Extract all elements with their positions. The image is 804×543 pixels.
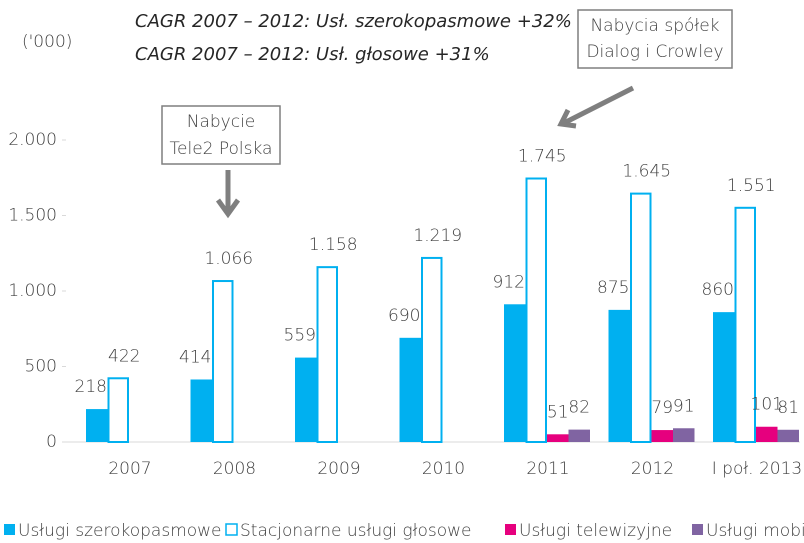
value-label: 1.158 bbox=[309, 235, 358, 255]
x-tick-label: I poł. 2013 bbox=[712, 459, 803, 479]
value-label: 860 bbox=[702, 280, 734, 300]
x-tick-label: 2007 bbox=[108, 459, 151, 479]
legend-label: Usługi telewizyjne bbox=[519, 521, 672, 541]
value-label: 81 bbox=[777, 398, 799, 418]
y-tick-label: 1.000 bbox=[8, 281, 57, 301]
value-label: 51 bbox=[547, 402, 569, 422]
annotation: CAGR 2007 – 2012: Usł. szerokopasmowe +3… bbox=[135, 11, 572, 32]
x-tick-label: 2011 bbox=[526, 459, 569, 479]
bar bbox=[608, 309, 630, 442]
value-label: 1.219 bbox=[413, 226, 462, 246]
bar bbox=[713, 312, 735, 442]
bar bbox=[734, 206, 756, 443]
y-tick-label: 1.500 bbox=[8, 206, 57, 226]
callout-text: Dialog i Crowley bbox=[586, 42, 723, 62]
value-label: 1.745 bbox=[518, 147, 567, 167]
callout-text: Tele2 Polska bbox=[170, 139, 273, 159]
value-label: 91 bbox=[673, 396, 695, 416]
legend-label: Usługi mobil bbox=[706, 521, 804, 541]
x-tick-label: 2012 bbox=[631, 459, 674, 479]
bar bbox=[777, 429, 799, 442]
x-tick-label: 2008 bbox=[213, 459, 256, 479]
bar bbox=[630, 192, 652, 443]
bar bbox=[756, 426, 778, 442]
bar bbox=[568, 429, 590, 442]
bar bbox=[504, 304, 526, 442]
callout-text: Nabycia spółek bbox=[590, 16, 719, 36]
legend-swatch bbox=[505, 524, 516, 535]
value-label: 1.066 bbox=[204, 249, 253, 269]
bar bbox=[525, 177, 547, 443]
legend-swatch bbox=[225, 523, 238, 536]
x-tick-label: 2010 bbox=[422, 459, 465, 479]
callout-box bbox=[577, 9, 733, 69]
value-label: 422 bbox=[108, 346, 140, 366]
value-label: 79 bbox=[651, 398, 673, 418]
bar bbox=[190, 379, 212, 442]
bar bbox=[86, 409, 108, 442]
bar bbox=[421, 256, 443, 443]
y-tick-label: 500 bbox=[25, 357, 57, 377]
value-label: 218 bbox=[75, 377, 107, 397]
legend-swatch bbox=[692, 524, 703, 535]
value-label: 559 bbox=[284, 326, 316, 346]
y-tick-label: 2.000 bbox=[8, 130, 57, 150]
x-tick-label: 2009 bbox=[317, 459, 360, 479]
bar bbox=[107, 377, 129, 444]
bar bbox=[295, 357, 317, 442]
value-label: 414 bbox=[179, 347, 211, 367]
annotation: CAGR 2007 – 2012: Usł. głosowe +31% bbox=[135, 44, 490, 65]
callout-text: Nabycie bbox=[187, 112, 256, 132]
arrows bbox=[215, 85, 635, 219]
bar bbox=[212, 280, 234, 443]
bar bbox=[651, 430, 673, 442]
legend-swatch bbox=[4, 524, 15, 535]
legend-label: Usługi szerokopasmowe bbox=[18, 521, 222, 541]
value-label: 101 bbox=[751, 395, 783, 415]
value-label: 690 bbox=[388, 306, 420, 326]
bar bbox=[673, 428, 695, 442]
callout-box bbox=[161, 105, 281, 165]
bar bbox=[547, 434, 569, 442]
value-label: 1.551 bbox=[727, 176, 776, 196]
value-label: 912 bbox=[493, 272, 525, 292]
value-label: 82 bbox=[568, 398, 590, 418]
bar bbox=[399, 337, 421, 442]
unit-label: ('000) bbox=[22, 32, 72, 52]
y-tick-label: 0 bbox=[46, 432, 57, 452]
bar bbox=[316, 266, 338, 443]
value-label: 875 bbox=[597, 278, 629, 298]
legend-label: Stacjonarne usługi głosowe bbox=[240, 521, 471, 541]
value-label: 1.645 bbox=[622, 162, 671, 182]
